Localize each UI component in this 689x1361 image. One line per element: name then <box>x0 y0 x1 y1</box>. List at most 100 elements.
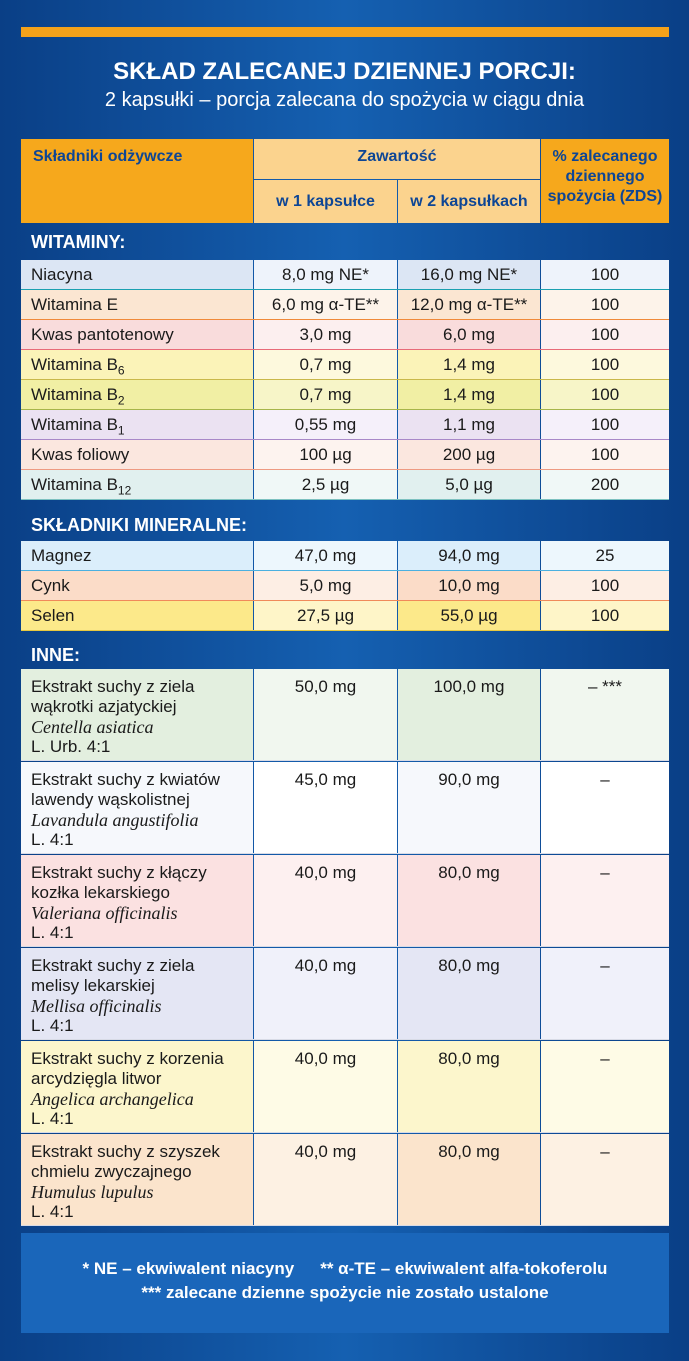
table-row: Ekstrakt suchy z kwiatów lawendy wąskolis… <box>21 762 669 854</box>
nutrient-name-text: Kwas foliowy <box>31 445 130 464</box>
value-per-1-capsule: 8,0 mg NE* <box>254 260 397 290</box>
value-zds: 200 <box>541 470 669 500</box>
ingredient-line: wąkrotki azjatyckiej <box>31 697 177 716</box>
value-per-1-capsule: 40,0 mg <box>254 948 397 1040</box>
footnote-line: * NE – ekwiwalent niacyny ** α-TE – ekwiw… <box>21 1259 669 1279</box>
value-per-2-capsules: 80,0 mg <box>398 1134 540 1226</box>
nutrient-subscript: 1 <box>117 423 125 438</box>
nutrient-name-text: Witamina B <box>31 355 118 374</box>
value-per-2-capsules: 80,0 mg <box>398 948 540 1040</box>
table-row: Selen 27,5 µg 55,0 µg 100 <box>21 601 669 631</box>
value-zds: 100 <box>541 410 669 440</box>
nutrient-subscript: 2 <box>117 393 125 408</box>
value-zds: – <box>541 1041 669 1133</box>
table-row: Kwas pantotenowy 3,0 mg 6,0 mg 100 <box>21 320 669 350</box>
value-per-1-capsule: 27,5 µg <box>254 601 397 631</box>
value-per-2-capsules: 100,0 mg <box>398 669 540 761</box>
value-per-1-capsule: 6,0 mg α-TE** <box>254 290 397 320</box>
column-header-per-2-capsules: w 2 kapsułkach <box>398 180 540 223</box>
value-per-1-capsule: 100 µg <box>254 440 397 470</box>
value-per-2-capsules: 55,0 µg <box>398 601 540 631</box>
value-zds: 100 <box>541 320 669 350</box>
column-header-content: Zawartość <box>254 139 540 179</box>
table-row: Ekstrakt suchy z ziela melisy lekarskiej M… <box>21 948 669 1040</box>
row-separator <box>21 379 669 380</box>
latin-name: Lavandula angustifolia <box>31 810 199 830</box>
value-per-1-capsule: 50,0 mg <box>254 669 397 761</box>
mineral-name: Cynk <box>21 571 253 601</box>
row-separator <box>21 600 669 601</box>
value-zds: 100 <box>541 440 669 470</box>
nutrient-name-text: Witamina B <box>31 415 118 434</box>
ingredient-description: Ekstrakt suchy z szyszek chmielu zwyczajn… <box>21 1134 253 1226</box>
row-separator <box>21 570 669 571</box>
table-row: Ekstrakt suchy z kłączy kozłka lekarskieg… <box>21 855 669 947</box>
row-separator <box>21 946 669 947</box>
value-per-2-capsules: 200 µg <box>398 440 540 470</box>
top-accent-bar <box>21 27 669 37</box>
value-per-1-capsule: 40,0 mg <box>254 1041 397 1133</box>
value-zds: 100 <box>541 350 669 380</box>
nutrient-name-text: Niacyna <box>31 265 93 284</box>
page-title: SKŁAD ZALECANEJ DZIENNEJ PORCJI: <box>113 58 576 85</box>
page-subtitle: 2 kapsułki – porcja zalecana do spożycia… <box>104 89 585 111</box>
footnote-alpha-te: ** α-TE – ekwiwalent alfa-tokoferolu <box>320 1259 608 1278</box>
value-per-2-capsules: 1,4 mg <box>398 350 540 380</box>
value-per-2-capsules: 80,0 mg <box>398 1041 540 1133</box>
value-per-2-capsules: 94,0 mg <box>398 541 540 571</box>
value-per-2-capsules: 12,0 mg α-TE** <box>398 290 540 320</box>
ingredient-line: Ekstrakt suchy z ziela <box>31 677 195 696</box>
row-separator <box>21 319 669 320</box>
value-per-2-capsules: 1,1 mg <box>398 410 540 440</box>
ingredient-line: arcydzięgla litwor <box>31 1069 162 1088</box>
column-header-nutrients: Składniki odżywcze <box>21 139 253 223</box>
row-separator <box>21 1132 669 1133</box>
ingredient-line: Ekstrakt suchy z szyszek <box>31 1142 220 1161</box>
nutrient-name: Witamina B1 <box>21 410 253 440</box>
value-zds: – <box>541 1134 669 1226</box>
latin-name: Valeriana officinalis <box>31 903 178 923</box>
value-per-1-capsule: 40,0 mg <box>254 855 397 947</box>
extract-ratio: L. Urb. 4:1 <box>31 737 111 756</box>
value-zds: 100 <box>541 290 669 320</box>
ingredient-line: Ekstrakt suchy z korzenia <box>31 1049 224 1068</box>
value-per-2-capsules: 10,0 mg <box>398 571 540 601</box>
table-row: Ekstrakt suchy z szyszek chmielu zwyczajn… <box>21 1134 669 1226</box>
ingredient-line: kozłka lekarskiego <box>31 883 170 902</box>
nutrient-name: Witamina B2 <box>21 380 253 410</box>
value-zds: 100 <box>541 571 669 601</box>
column-header-zds-line: spożycia (ZDS) <box>547 188 663 205</box>
latin-name: Angelica archangelica <box>31 1089 194 1109</box>
table-row: Witamina B12 2,5 µg 5,0 µg 200 <box>21 470 669 500</box>
section-title-other: INNE: <box>31 645 80 665</box>
value-zds: – <box>541 762 669 854</box>
nutrient-name: Witamina E <box>21 290 253 320</box>
value-per-2-capsules: 80,0 mg <box>398 855 540 947</box>
row-separator <box>21 439 669 440</box>
table-row: Ekstrakt suchy z ziela wąkrotki azjatycki… <box>21 669 669 761</box>
ingredient-line: Ekstrakt suchy z kłączy <box>31 863 207 882</box>
row-separator <box>21 409 669 410</box>
table-row: Niacyna 8,0 mg NE* 16,0 mg NE* 100 <box>21 260 669 290</box>
value-per-1-capsule: 47,0 mg <box>254 541 397 571</box>
row-separator <box>21 853 669 854</box>
vitamins-table: Niacyna 8,0 mg NE* 16,0 mg NE* 100 Witamina … <box>21 260 669 500</box>
table-row: Cynk 5,0 mg 10,0 mg 100 <box>21 571 669 601</box>
value-per-2-capsules: 6,0 mg <box>398 320 540 350</box>
minerals-table: Magnez 47,0 mg 94,0 mg 25 Cynk 5,0 mg 10,0 mg 1… <box>21 541 669 631</box>
table-row: Witamina B1 0,55 mg 1,1 mg 100 <box>21 410 669 440</box>
row-separator <box>21 760 669 761</box>
extract-ratio: L. 4:1 <box>31 1016 74 1035</box>
footnote-ne: * NE – ekwiwalent niacyny <box>82 1259 295 1278</box>
ingredient-line: chmielu zwyczajnego <box>31 1162 192 1181</box>
table-row: Witamina E 6,0 mg α-TE** 12,0 mg α-TE** 100 <box>21 290 669 320</box>
latin-name: Mellisa officinalis <box>31 996 162 1016</box>
nutrient-name-text: Witamina B <box>31 385 118 404</box>
value-zds: – *** <box>541 669 669 761</box>
row-separator <box>21 1225 669 1226</box>
value-per-1-capsule: 3,0 mg <box>254 320 397 350</box>
value-per-1-capsule: 2,5 µg <box>254 470 397 500</box>
mineral-name: Magnez <box>21 541 253 571</box>
nutrient-subscript: 12 <box>117 483 132 498</box>
nutrient-subscript: 6 <box>117 363 125 378</box>
